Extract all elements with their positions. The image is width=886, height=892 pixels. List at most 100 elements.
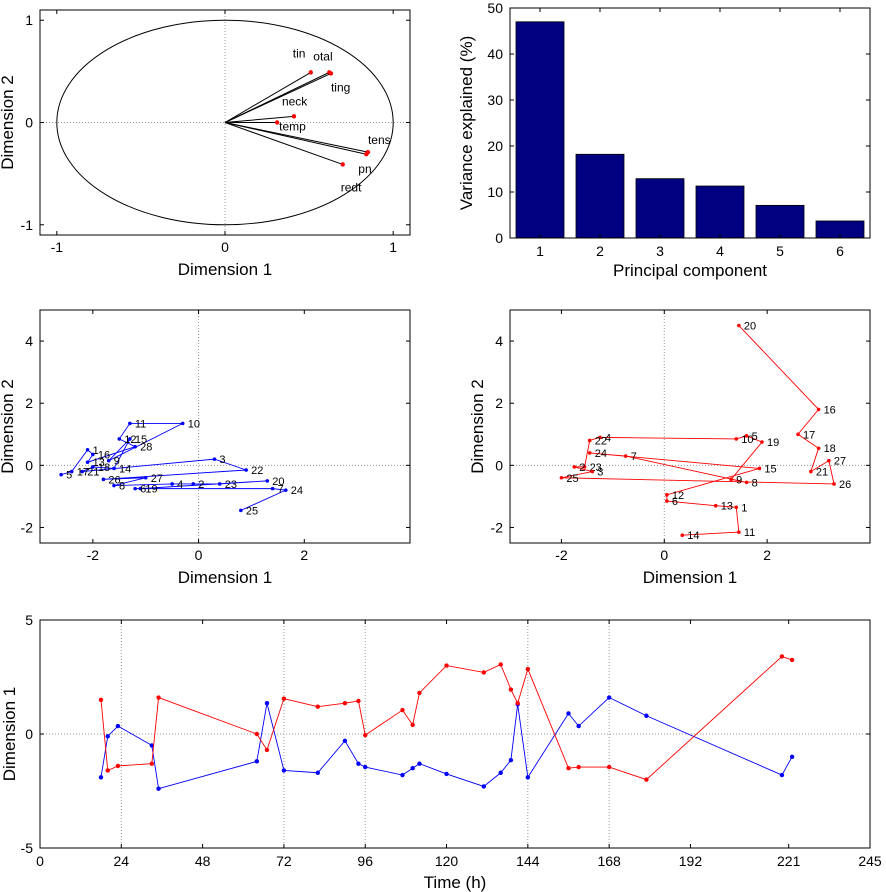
x-tick-label: 144 [516, 853, 540, 869]
point-label: 12 [672, 490, 684, 502]
x-axis-label: Dimension 1 [178, 568, 273, 587]
point-label: 28 [140, 442, 152, 454]
trajectory-point [572, 465, 577, 469]
y-axis-label: Dimension 2 [468, 379, 487, 474]
point-label: 9 [114, 456, 120, 468]
point-label: 24 [291, 485, 303, 497]
y-tick-label: 0 [25, 726, 33, 742]
loading-label: pn [358, 162, 371, 176]
x-tick-label: 4 [716, 243, 724, 259]
x-tick-label: 24 [114, 853, 130, 869]
trajectory-point [809, 469, 813, 474]
trajectory-point [191, 482, 196, 486]
y-tick-label: 0 [495, 457, 503, 473]
loading-label: tens [368, 133, 391, 147]
bar [515, 21, 565, 239]
x-tick-label: 3 [656, 243, 664, 259]
bar [635, 178, 685, 239]
trajectory-point [133, 444, 137, 449]
y-tick-label: 2 [495, 395, 503, 411]
trajectory-point [239, 508, 243, 513]
series-point-red [417, 690, 422, 696]
x-axis-label: Dimension 1 [178, 260, 273, 279]
x-tick-label: 72 [276, 853, 292, 869]
series-point-blue [342, 738, 348, 744]
series-point-blue [498, 770, 503, 775]
series-point-blue [606, 695, 612, 700]
trajectory-point [598, 435, 602, 440]
point-label: 22 [251, 465, 263, 477]
loading-label: neck [282, 94, 308, 108]
point-label: 18 [824, 443, 836, 455]
axes-border [509, 309, 871, 544]
trajectory-point [744, 480, 749, 485]
point-label: 7 [278, 484, 284, 496]
series-point-blue [254, 759, 260, 764]
y-tick-label: 0 [25, 457, 33, 473]
trajectory-point [101, 477, 106, 482]
loading-point [274, 120, 280, 125]
series-point-blue [400, 772, 405, 778]
trajectory-point [832, 482, 836, 486]
y-tick-label: 4 [25, 333, 33, 349]
x-tick-label: 2 [763, 547, 771, 563]
point-label: 5 [66, 470, 72, 482]
series-point-red [498, 662, 503, 667]
y-tick-label: 40 [487, 46, 503, 62]
loading-point [328, 71, 334, 76]
series-point-red [149, 761, 154, 766]
trajectory-point [128, 437, 132, 441]
trajectory-point [713, 503, 718, 508]
series-point-blue [98, 775, 104, 780]
point-label: 3 [597, 467, 603, 479]
x-tick-label: 120 [435, 853, 459, 869]
point-label: 8 [119, 481, 125, 493]
point-label: 6 [140, 484, 146, 496]
y-tick-label: -2 [491, 519, 504, 535]
series-point-blue [417, 761, 422, 766]
trajectory-point [665, 493, 669, 497]
trajectory-point [582, 465, 587, 469]
series-point-red [98, 697, 104, 702]
point-label: 14 [119, 463, 131, 475]
point-label: 22 [595, 435, 607, 447]
trajectory-point [85, 460, 90, 465]
variance-bar-panel: 1 2 3 4 5 6 0 10 20 30 40 50 Principal component Vari… [457, 0, 871, 280]
trajectory-point [744, 434, 749, 438]
point-label: 9 [736, 474, 742, 486]
point-label: 1 [93, 445, 99, 457]
point-label: 10 [188, 418, 200, 430]
trajectory-point [244, 468, 248, 472]
loading-label: otal [313, 49, 332, 63]
y-tick-label: 0 [25, 115, 33, 131]
trajectory-point [180, 421, 185, 426]
trajectory-point [737, 530, 741, 534]
x-tick-label: -2 [87, 547, 100, 563]
x-tick-label: -2 [555, 547, 568, 563]
x-tick-label: 245 [858, 853, 882, 869]
x-tick-label: 2 [300, 547, 308, 563]
x-tick-label: 0 [195, 547, 203, 563]
series-point-blue [525, 775, 531, 780]
series-point-red [606, 764, 612, 770]
x-tick-label: 0 [660, 547, 668, 563]
point-label: 14 [687, 530, 699, 542]
series-point-blue [779, 772, 785, 778]
point-label: 16 [824, 404, 836, 416]
loading-label: ting [331, 80, 350, 94]
x-axis-label: Dimension 1 [643, 568, 738, 587]
point-label: 26 [839, 479, 851, 491]
series-point-blue [356, 761, 361, 766]
y-tick-label: 50 [487, 0, 503, 16]
y-tick-label: 4 [495, 333, 503, 349]
trajectory-point [729, 477, 733, 482]
point-label: 4 [605, 432, 611, 444]
trajectory-point [117, 437, 122, 441]
x-tick-label: -1 [51, 239, 64, 255]
series-point-red [576, 764, 581, 770]
trajectory-point [217, 482, 222, 486]
axes-border [39, 619, 871, 849]
series-point-red [508, 687, 514, 692]
axes-border [509, 7, 871, 239]
